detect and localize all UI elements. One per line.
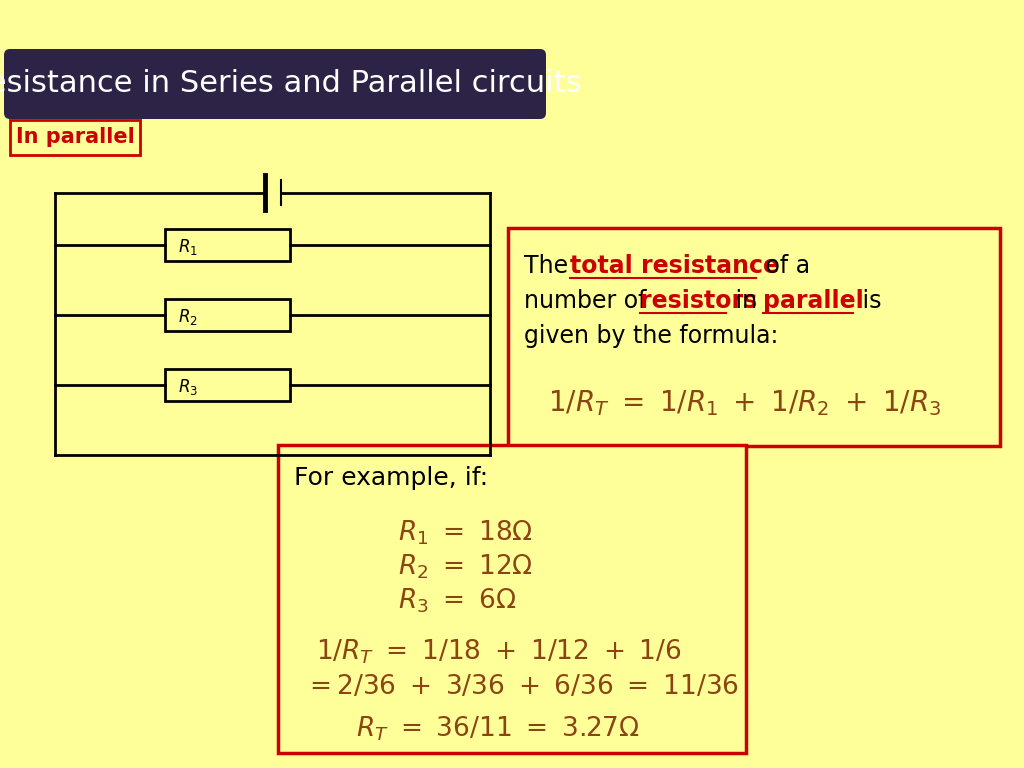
Bar xyxy=(508,228,1000,446)
Text: is: is xyxy=(855,289,882,313)
Text: in: in xyxy=(728,289,765,313)
Text: $R_1$: $R_1$ xyxy=(178,237,198,257)
Bar xyxy=(165,369,290,401)
Text: $R_T \ = \ 36/11 \ = \ 3.27\Omega$: $R_T \ = \ 36/11 \ = \ 3.27\Omega$ xyxy=(356,715,640,743)
Text: number of: number of xyxy=(524,289,654,313)
Text: $R_2 \ = \ 12\Omega$: $R_2 \ = \ 12\Omega$ xyxy=(398,553,534,581)
FancyBboxPatch shape xyxy=(4,49,546,119)
Text: parallel: parallel xyxy=(763,289,864,313)
Text: of a: of a xyxy=(758,254,810,278)
Bar xyxy=(10,120,140,155)
Text: The: The xyxy=(524,254,575,278)
Bar xyxy=(165,229,290,261)
Text: total resistance: total resistance xyxy=(570,254,779,278)
Text: $R_3$: $R_3$ xyxy=(178,377,198,397)
Text: $R_2$: $R_2$ xyxy=(178,307,198,327)
Text: given by the formula:: given by the formula: xyxy=(524,324,778,348)
Text: $= 2/36 \ + \ 3/36 \ + \ 6/36 \ = \ 11/36$: $= 2/36 \ + \ 3/36 \ + \ 6/36 \ = \ 11/3… xyxy=(304,674,739,700)
Text: resistors: resistors xyxy=(640,289,758,313)
Text: $1/R_T \ = \ 1/R_1 \ + \ 1/R_2 \ + \ 1/R_3$: $1/R_T \ = \ 1/R_1 \ + \ 1/R_2 \ + \ 1/R… xyxy=(548,388,941,418)
Text: Resistance in Series and Parallel circuits: Resistance in Series and Parallel circui… xyxy=(0,69,582,98)
Text: In parallel: In parallel xyxy=(15,127,134,147)
Text: For example, if:: For example, if: xyxy=(294,466,488,490)
Text: $1/R_T \ = \ 1/18 \ + \ 1/12 \ + \ 1/6$: $1/R_T \ = \ 1/18 \ + \ 1/12 \ + \ 1/6$ xyxy=(316,637,682,667)
Text: $R_3 \ = \ 6\Omega$: $R_3 \ = \ 6\Omega$ xyxy=(398,587,516,615)
Text: $R_1 \ = \ 18\Omega$: $R_1 \ = \ 18\Omega$ xyxy=(398,518,534,548)
Bar xyxy=(165,299,290,331)
Bar xyxy=(278,445,746,753)
